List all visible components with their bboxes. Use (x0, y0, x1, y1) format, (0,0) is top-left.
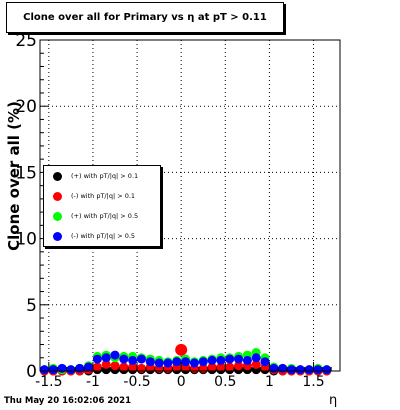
data-point (295, 365, 305, 375)
data-point (242, 355, 252, 365)
legend-item: (+) with pT/|q| > 0.5 (44, 209, 138, 223)
data-point (92, 362, 102, 372)
data-point (181, 357, 191, 367)
legend-marker (53, 191, 62, 201)
data-point (278, 363, 288, 373)
y-tick-label: 15 (15, 163, 37, 183)
legend-item: (+) with pT/|q| > 0.1 (44, 169, 138, 183)
timestamp: Thu May 20 16:02:06 2021 (4, 396, 131, 406)
x-tick-label: -1 (86, 374, 100, 390)
data-point (216, 362, 226, 372)
legend-item: (-) with pT/|q| > 0.5 (44, 229, 135, 243)
x-tick-label: 1 (265, 374, 274, 390)
data-point (110, 350, 120, 360)
data-point (163, 358, 173, 368)
x-axis-label: η (329, 393, 338, 408)
data-point (260, 357, 270, 367)
data-point (154, 358, 164, 368)
legend: (+) with pT/|q| > 0.1 (-) with pT/|q| > … (43, 165, 161, 247)
legend-marker (53, 231, 62, 241)
data-point (234, 361, 244, 371)
x-tick-label: 0.5 (214, 374, 236, 390)
data-point (269, 363, 279, 373)
data-point (225, 354, 235, 364)
data-point (207, 362, 217, 372)
data-point (110, 361, 120, 371)
y-tick-label: 20 (15, 97, 37, 117)
chart-title: Clone over all for Primary vs η at pT > … (6, 2, 284, 33)
data-point (322, 365, 332, 375)
y-tick-label: 5 (26, 296, 37, 316)
legend-label: (-) with pT/|q| > 0.1 (71, 192, 136, 200)
data-point (119, 362, 129, 372)
data-point (84, 362, 94, 372)
data-point (128, 362, 138, 372)
data-point (216, 355, 226, 365)
data-point (75, 363, 85, 373)
x-tick-label: -0.5 (123, 374, 150, 390)
data-point (128, 355, 138, 365)
y-tick-label: 0 (26, 362, 37, 382)
data-point (225, 362, 235, 372)
legend-marker (53, 211, 62, 221)
x-tick-label: 0 (177, 374, 186, 390)
data-point (189, 358, 199, 368)
data-point (66, 365, 76, 375)
data-point (198, 357, 208, 367)
data-point (286, 365, 296, 375)
data-point (136, 363, 146, 373)
y-tick-label: 10 (15, 230, 37, 250)
legend-item: (-) with pT/|q| > 0.1 (44, 189, 135, 203)
data-point (101, 359, 111, 369)
data-point (101, 353, 111, 363)
data-point (92, 354, 102, 364)
data-point (234, 354, 244, 364)
data-point (304, 365, 314, 375)
data-point (313, 365, 323, 375)
y-axis-label: Clone over all (%) (5, 101, 23, 251)
data-point (207, 355, 217, 365)
legend-marker (53, 171, 62, 181)
legend-label: (+) with pT/|q| > 0.1 (71, 172, 139, 180)
data-point (145, 357, 155, 367)
data-point (175, 343, 188, 356)
data-point (119, 354, 129, 364)
x-tick-label: 1.5 (302, 374, 324, 390)
y-tick-label: 25 (15, 31, 37, 51)
data-point (251, 359, 261, 369)
x-tick-label: -1.5 (35, 374, 62, 390)
data-point (172, 357, 182, 367)
data-point (57, 363, 67, 373)
legend-label: (+) with pT/|q| > 0.5 (71, 212, 139, 220)
legend-label: (-) with pT/|q| > 0.5 (71, 232, 136, 240)
data-point (48, 365, 58, 375)
data-point (136, 354, 146, 364)
chart-title-text: Clone over all for Primary vs η at pT > … (23, 12, 267, 23)
data-point (39, 365, 49, 375)
data-point (251, 353, 261, 363)
